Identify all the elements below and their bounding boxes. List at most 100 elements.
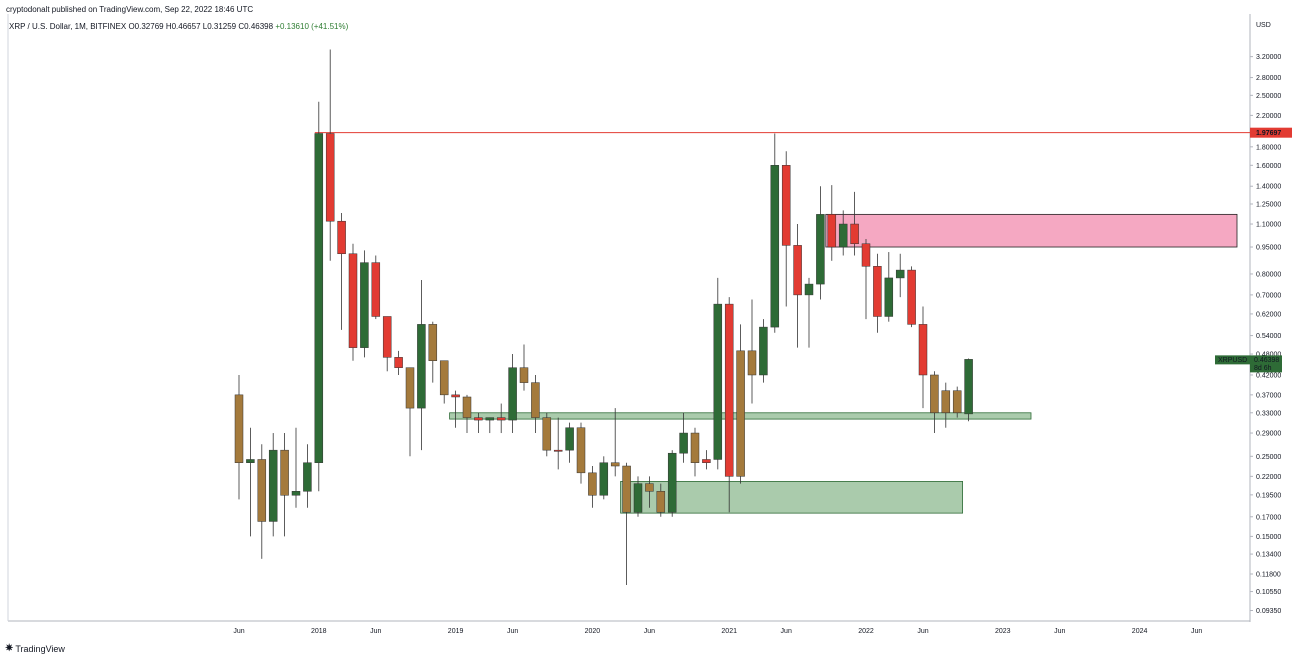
candle-body <box>610 462 620 467</box>
candle-body <box>645 483 654 492</box>
candle-body <box>439 360 449 396</box>
y-tick-label: 0.19500 <box>1256 492 1281 499</box>
candle-body <box>348 253 358 348</box>
y-tick-label: 2.50000 <box>1256 93 1281 100</box>
ohlc-legend: XRP / U.S. Dollar, 1M, BITFINEX O0.32769… <box>9 22 348 31</box>
candle-body <box>565 427 574 451</box>
low-value: L0.31259 <box>202 22 237 31</box>
y-tick-label: 0.70000 <box>1256 292 1281 299</box>
candle-body <box>314 133 324 463</box>
candle-body <box>257 459 267 522</box>
candle-body <box>394 357 403 368</box>
y-tick-label: 0.48000 <box>1256 352 1281 359</box>
candle-body <box>519 367 529 383</box>
symbol-badge-label: XRPUSD <box>1218 357 1247 364</box>
y-tick-label: 0.15000 <box>1256 534 1281 541</box>
current-price-label: 0.46398 <box>1254 357 1279 364</box>
candle-body <box>508 367 517 421</box>
y-tick-label: 0.25000 <box>1256 454 1281 461</box>
change-value: +0.13610 (+41.51%) <box>275 22 349 31</box>
y-tick-label: 0.11800 <box>1256 572 1281 579</box>
candle-body <box>371 262 381 317</box>
candle-body <box>588 472 597 496</box>
tradingview-footer: ✷ TradingView <box>5 643 65 654</box>
x-tick-label: 2023 <box>995 628 1011 635</box>
y-tick-label: 2.80000 <box>1256 75 1281 82</box>
candle-body <box>838 223 848 248</box>
y-tick-label: 1.40000 <box>1256 184 1281 191</box>
candle-body <box>679 432 688 454</box>
y-tick-label: 0.22000 <box>1256 474 1281 481</box>
x-tick-label: 2019 <box>448 628 464 635</box>
candle-body <box>553 449 563 452</box>
candle-body <box>325 133 335 222</box>
y-tick-label: 0.09350 <box>1256 608 1281 615</box>
y-tick-label: 0.62000 <box>1256 311 1281 318</box>
candle-body <box>827 214 837 248</box>
tradingview-logo-icon: ✷ <box>5 643 13 654</box>
x-tick-label: Jun <box>644 628 655 635</box>
x-tick-label: 2021 <box>721 628 737 635</box>
y-tick-label: 0.37000 <box>1256 392 1281 399</box>
y-tick-label: 1.10000 <box>1256 222 1281 229</box>
candle-body <box>759 326 768 376</box>
candle-body <box>941 390 951 414</box>
candle-body <box>713 303 723 460</box>
candle-body <box>599 462 609 496</box>
y-tick-label: 0.80000 <box>1256 271 1281 278</box>
candle-body <box>861 243 871 267</box>
y-tick-label: 1.80000 <box>1256 144 1281 151</box>
candle-body <box>667 452 677 513</box>
candle-body <box>930 374 939 414</box>
candle-body <box>747 350 757 376</box>
candle-body <box>451 394 460 398</box>
x-tick-label: Jun <box>1054 628 1065 635</box>
demand-zone-lower <box>620 481 963 514</box>
x-tick-label: 2024 <box>1132 628 1148 635</box>
y-tick-label: 0.10550 <box>1256 589 1281 596</box>
candle-body <box>907 269 916 325</box>
candle-body <box>417 324 426 409</box>
candle-body <box>781 165 791 246</box>
x-tick-label: Jun <box>917 628 928 635</box>
candle-body <box>850 223 859 245</box>
currency-label: USD <box>1256 22 1271 29</box>
candle-body <box>952 390 962 414</box>
y-tick-label: 0.29000 <box>1256 431 1281 438</box>
candle-body <box>280 449 289 496</box>
candle-body <box>337 220 346 255</box>
x-tick-label: Jun <box>233 628 244 635</box>
candle-body <box>405 367 415 409</box>
candle-body <box>542 417 552 451</box>
symbol-badge <box>1215 355 1250 365</box>
footer-brand: TradingView <box>15 643 65 654</box>
open-value: O0.32769 <box>128 22 164 31</box>
candle-body <box>690 432 700 463</box>
x-tick-label: 2020 <box>585 628 601 635</box>
candle-body <box>246 459 255 463</box>
x-tick-label: 2018 <box>311 628 327 635</box>
resistance-price-label: 1.97697 <box>1256 130 1281 137</box>
supply-zone <box>825 213 1238 248</box>
candle-body <box>360 262 369 348</box>
candle-body <box>485 417 495 421</box>
candle-body <box>428 324 438 361</box>
candle-body <box>622 465 631 513</box>
candle-body <box>303 462 312 492</box>
x-tick-label: Jun <box>1191 628 1202 635</box>
y-tick-label: 0.42000 <box>1256 372 1281 379</box>
candle-body <box>234 394 244 463</box>
candle-body <box>793 245 802 296</box>
candle-body <box>964 359 973 415</box>
y-tick-label: 1.60000 <box>1256 163 1281 170</box>
candle-body <box>268 449 278 522</box>
candle-body <box>496 417 506 421</box>
candle-body <box>736 350 745 477</box>
candle-body <box>918 324 928 376</box>
x-tick-label: Jun <box>370 628 381 635</box>
y-tick-label: 0.13400 <box>1256 552 1281 559</box>
candle-body <box>895 269 905 279</box>
countdown-label: 8d 6h <box>1254 365 1272 372</box>
candle-body <box>474 417 483 421</box>
